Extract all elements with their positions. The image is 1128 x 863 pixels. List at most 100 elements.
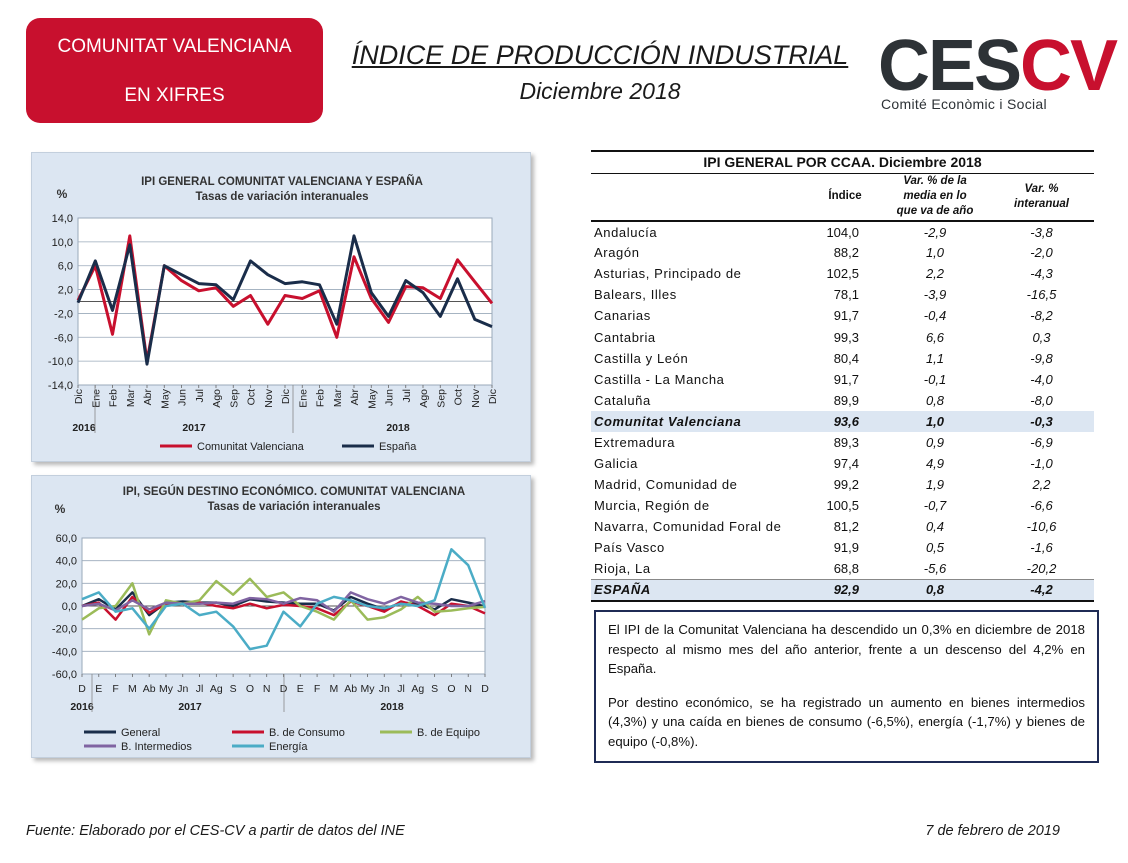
row-name: Cataluña <box>594 392 651 408</box>
legend-label: B. de Equipo <box>417 727 480 739</box>
table-row: Canarias 91,7 -0,4 -8,2 <box>591 305 1094 326</box>
row-name: Galicia <box>594 456 638 472</box>
page-subtitle: Diciembre 2018 <box>519 78 681 104</box>
x-tick-label: F <box>314 683 320 695</box>
summary-box: El IPI de la Comunitat Valenciana ha des… <box>594 610 1099 763</box>
header-media-line: que va de año <box>896 205 974 218</box>
header-media-line: Var. % de la <box>903 175 967 188</box>
x-tick-label: Oct <box>246 389 258 405</box>
x-tick-label: Jun <box>177 389 189 406</box>
row-interanual: -6,6 <box>1030 498 1053 514</box>
x-tick-label: Jul <box>194 389 206 402</box>
y-tick-label: 10,0 <box>52 237 73 249</box>
header-interanual: Var. % interanual <box>989 173 1094 222</box>
row-media: -0,4 <box>923 308 947 324</box>
y-axis-unit: % <box>57 187 68 201</box>
table-row: Andalucía 104,0 -2,9 -3,8 <box>591 221 1094 242</box>
year-label: 2017 <box>178 701 202 713</box>
x-tick-label: Jul <box>401 389 413 402</box>
row-interanual: -2,0 <box>1030 245 1053 261</box>
x-tick-label: Mar <box>332 389 344 408</box>
row-interanual: -9,8 <box>1030 350 1053 366</box>
y-tick-label: -2,0 <box>54 308 73 320</box>
row-interanual: -6,9 <box>1030 434 1053 450</box>
row-media: -0,1 <box>923 371 947 387</box>
row-interanual: -3,8 <box>1030 224 1053 240</box>
x-tick-label: D <box>481 683 489 695</box>
legend-label: España <box>379 441 417 453</box>
summary-paragraph-2: Por destino económico, se ha registrado … <box>608 694 1085 749</box>
row-interanual: -4,2 <box>989 579 1094 602</box>
row-indice: 99,2 <box>833 477 859 493</box>
row-name: Rioja, La <box>594 561 651 577</box>
y-tick-label: -10,0 <box>48 356 73 368</box>
row-media: 4,9 <box>925 456 945 472</box>
row-indice: 88,2 <box>833 245 859 261</box>
x-tick-label: Ag <box>210 683 223 695</box>
row-interanual: 2,2 <box>1032 477 1051 493</box>
chart-ipi-general: IPI GENERAL COMUNITAT VALENCIANA Y ESPAÑ… <box>31 152 531 462</box>
row-name: Asturias, Principado de <box>594 266 742 282</box>
x-tick-label: Ene <box>297 389 309 408</box>
table-row: Castilla - La Mancha 91,7 -0,1 -4,0 <box>591 369 1094 390</box>
series-line-b-intermedios <box>81 591 486 613</box>
row-media: 0,5 <box>925 540 945 556</box>
table-row: Madrid, Comunidad de 99,2 1,9 2,2 <box>591 474 1094 495</box>
x-tick-label: Abr <box>349 389 361 406</box>
legend-label: B. Intermedios <box>121 741 192 753</box>
x-tick-label: Jl <box>397 683 405 695</box>
legend-label: B. de Consumo <box>269 727 345 739</box>
row-indice: 80,4 <box>833 350 859 366</box>
table-row: Asturias, Principado de 102,5 2,2 -4,3 <box>591 263 1094 284</box>
row-indice: 91,7 <box>833 308 859 324</box>
series-line-energ-a <box>81 548 487 651</box>
row-interanual: -8,0 <box>1030 392 1053 408</box>
x-tick-label: Ab <box>344 683 357 695</box>
table-row: Extremadura 89,3 0,9 -6,9 <box>591 432 1094 453</box>
row-media: 2,2 <box>925 266 945 282</box>
row-indice: 91,9 <box>833 540 859 556</box>
chart-subtitle: Tasas de variación interanuales <box>195 191 368 203</box>
x-tick-label: Dic <box>280 389 292 404</box>
row-media: -0,7 <box>923 498 947 514</box>
logo-ces: CES <box>878 26 1022 106</box>
source-note: Fuente: Elaborado por el CES-CV a partir… <box>26 823 405 839</box>
row-interanual: -1,0 <box>1030 456 1053 472</box>
row-indice: 89,3 <box>833 434 859 450</box>
row-interanual: -20,2 <box>1026 561 1057 577</box>
row-media: -5,6 <box>923 561 947 577</box>
row-interanual: -4,3 <box>1030 266 1053 282</box>
y-tick-label: -40,0 <box>52 646 77 658</box>
table-row: Aragón 88,2 1,0 -2,0 <box>591 242 1094 263</box>
x-tick-label: Feb <box>108 389 120 407</box>
summary-paragraph-1: El IPI de la Comunitat Valenciana ha des… <box>608 622 1085 676</box>
x-tick-label: My <box>159 683 174 695</box>
x-tick-label: E <box>297 683 304 695</box>
row-interanual: -10,6 <box>1026 519 1057 535</box>
row-name: Andalucía <box>594 224 658 240</box>
row-media: 1,9 <box>925 477 945 493</box>
row-indice: 97,4 <box>833 456 859 472</box>
x-tick-label: Abr <box>142 389 154 406</box>
row-interanual: -1,6 <box>1030 540 1053 556</box>
badge-line-1: COMUNITAT VALENCIANA <box>57 36 292 57</box>
row-indice: 99,3 <box>833 329 859 345</box>
row-name: Extremadura <box>594 434 676 450</box>
header-indice: Índice <box>809 173 881 222</box>
row-indice: 81,2 <box>833 519 859 535</box>
x-tick-label: My <box>360 683 375 695</box>
row-indice: 93,6 <box>809 410 881 432</box>
y-tick-label: -6,0 <box>54 332 73 344</box>
table-title: IPI GENERAL POR CCAA. Diciembre 2018 <box>591 150 1094 174</box>
row-indice: 102,5 <box>826 266 859 282</box>
logo-cv: CV <box>1020 26 1118 106</box>
y-tick-label: 20,0 <box>56 578 77 590</box>
table-header-row: Índice Var. % de la media en lo que va de … <box>591 173 1094 222</box>
row-media: 0,9 <box>925 434 945 450</box>
x-tick-label: May <box>366 388 378 409</box>
year-label: 2018 <box>380 701 404 713</box>
table-row: País Vasco 91,9 0,5 -1,6 <box>591 537 1094 558</box>
header-interanual-line: interanual <box>1014 197 1069 210</box>
y-tick-label: 60,0 <box>56 533 77 545</box>
chart-ipi-general-svg: IPI GENERAL COMUNITAT VALENCIANA Y ESPAÑ… <box>48 175 499 453</box>
